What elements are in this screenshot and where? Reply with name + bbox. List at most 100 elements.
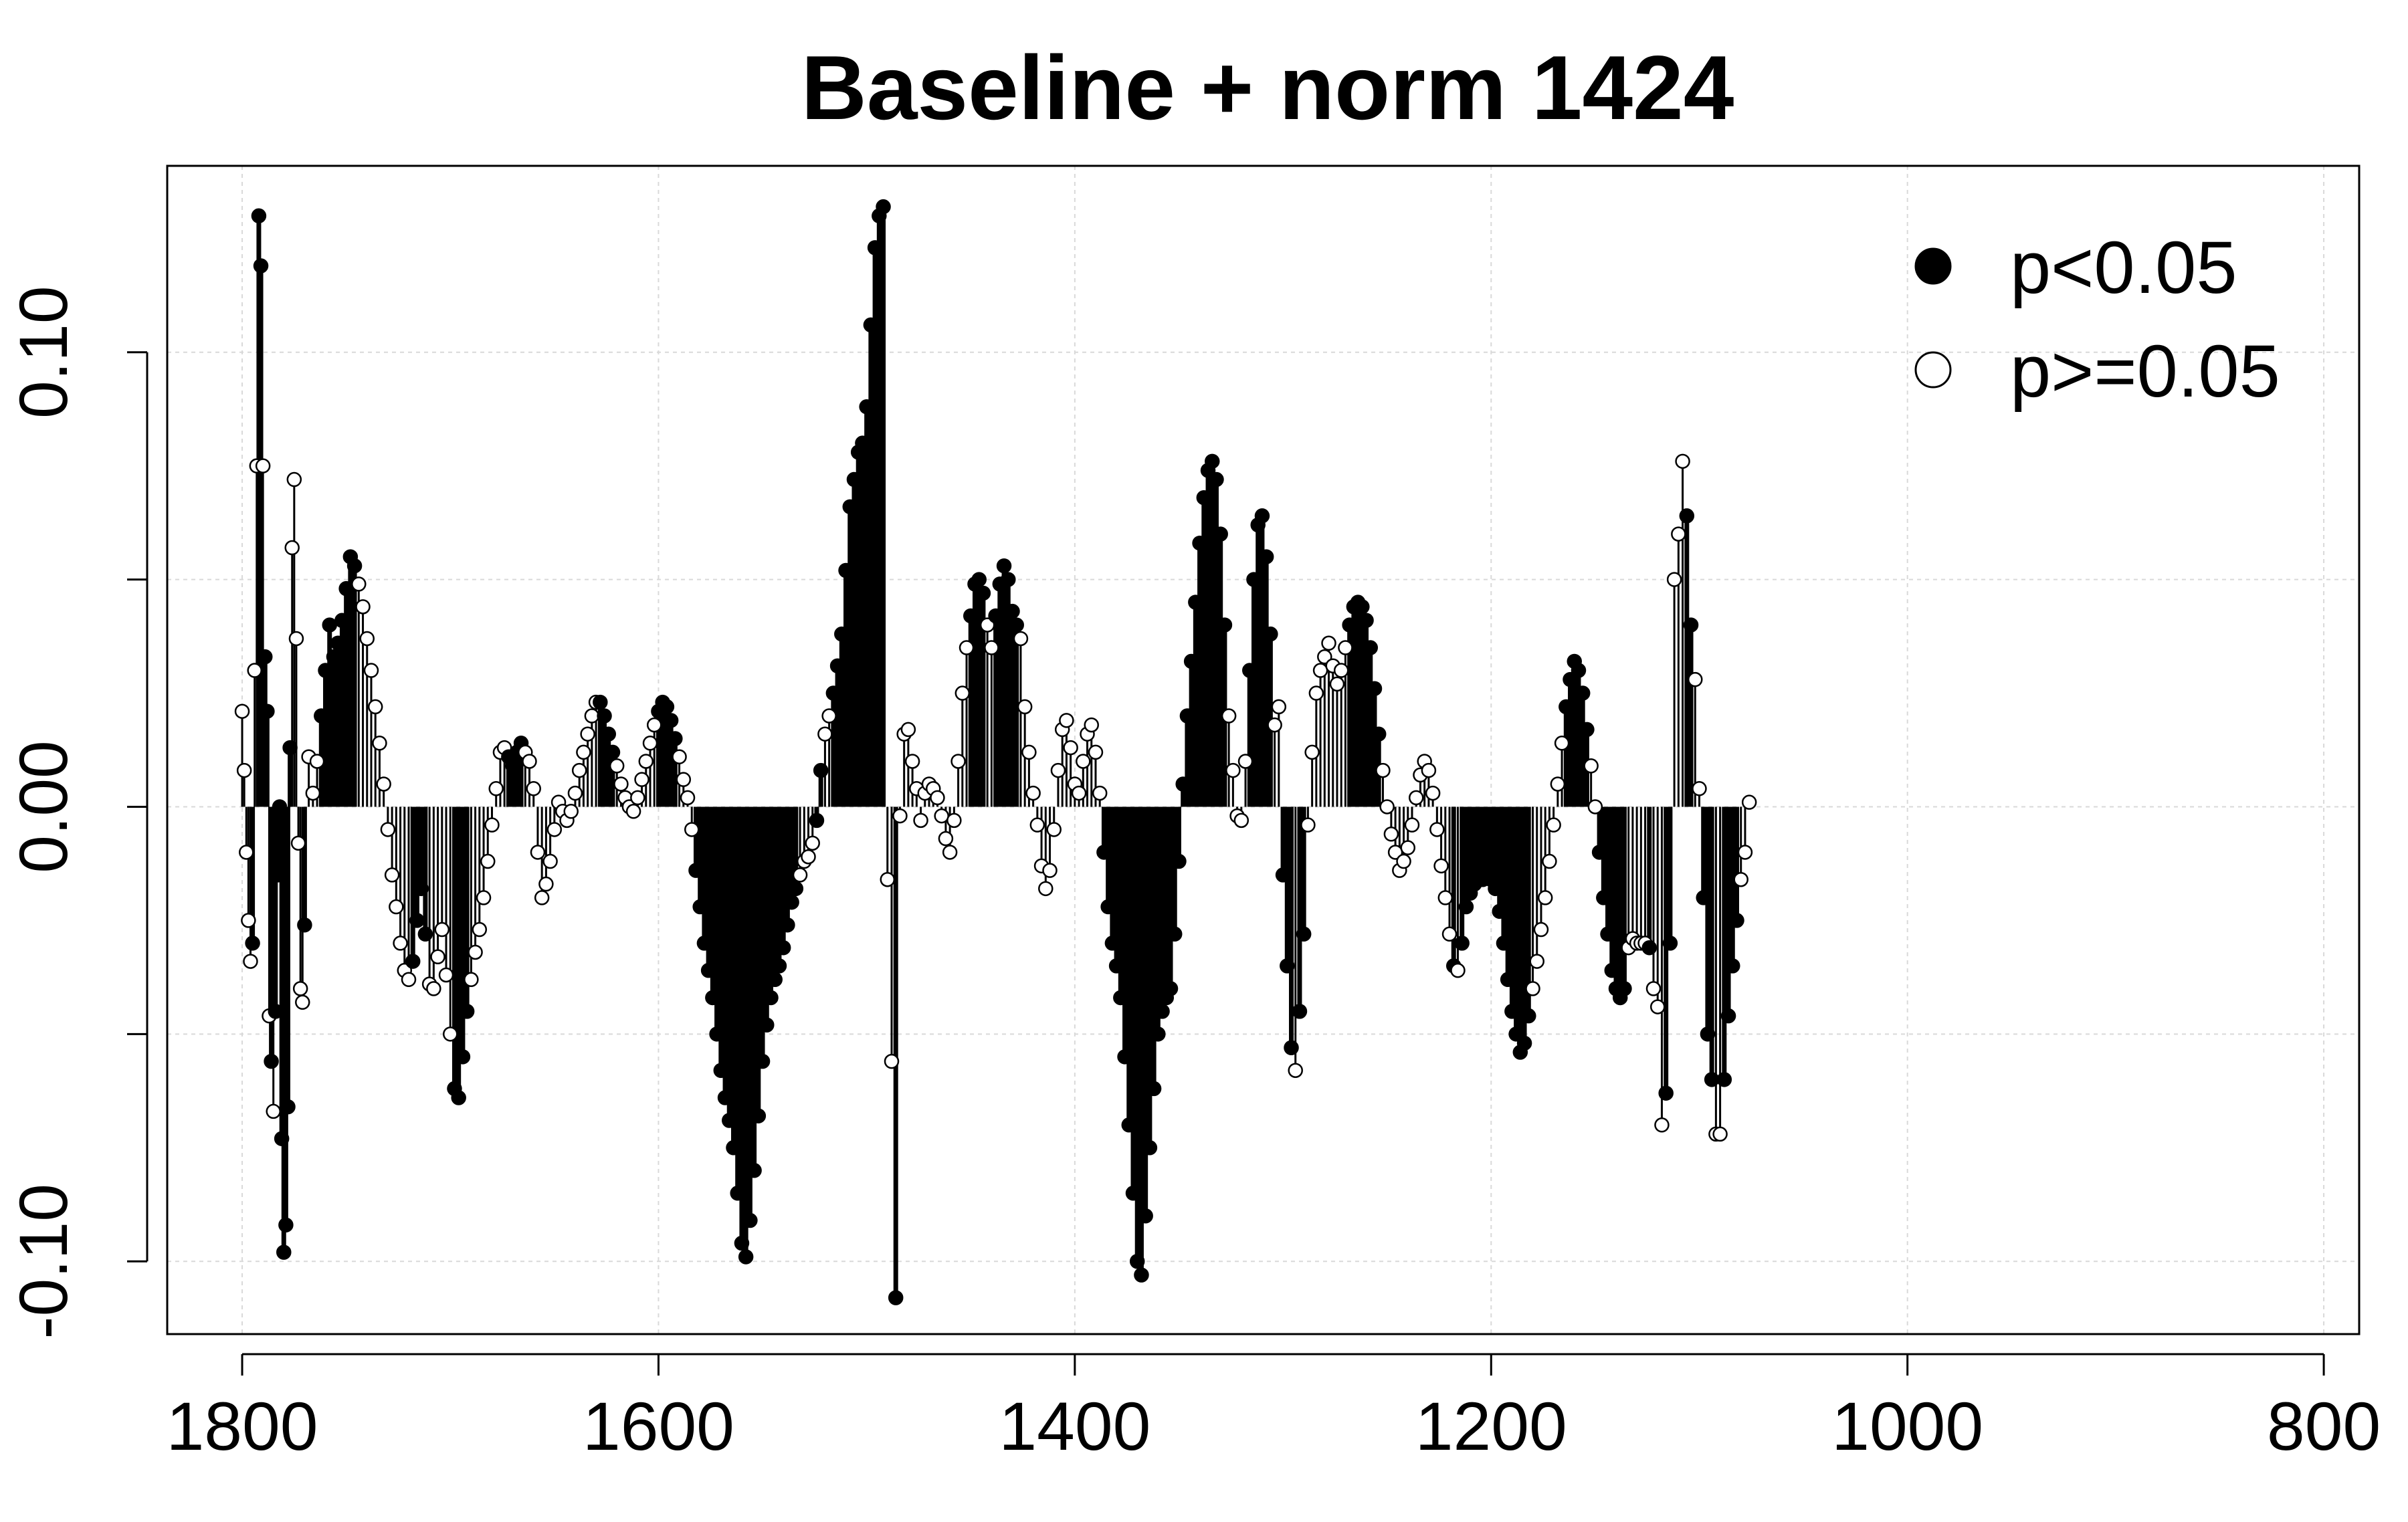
data-point-nonsignificant xyxy=(1338,640,1353,655)
data-point-significant xyxy=(722,1113,737,1128)
data-point-significant xyxy=(417,926,433,942)
data-point-significant xyxy=(605,744,621,760)
x-axis: 1800 1600 1400 1200 1000 800 xyxy=(167,1353,2381,1464)
data-point-nonsignificant xyxy=(1654,1117,1670,1133)
data-point-nonsignificant xyxy=(1267,717,1282,733)
data-point-nonsignificant xyxy=(580,726,595,742)
data-point-significant xyxy=(1196,490,1212,506)
data-point-nonsignificant xyxy=(1441,926,1458,942)
data-point-significant xyxy=(1683,617,1699,633)
data-point-nonsignificant xyxy=(942,845,958,860)
data-point-nonsignificant xyxy=(247,663,262,678)
data-point-nonsignificant xyxy=(1437,890,1453,905)
data-point-significant xyxy=(1521,1008,1536,1024)
data-point-nonsignificant xyxy=(1421,762,1437,778)
data-point-significant xyxy=(767,972,783,988)
data-point-significant xyxy=(688,863,704,878)
data-point-nonsignificant xyxy=(613,776,629,792)
data-point-nonsignificant xyxy=(526,781,541,796)
data-point-significant xyxy=(1371,726,1387,742)
data-point-nonsignificant xyxy=(442,1026,458,1042)
data-point-significant xyxy=(505,758,520,774)
data-point-nonsignificant xyxy=(488,781,504,796)
data-point-nonsignificant xyxy=(634,772,649,787)
data-point-nonsignificant xyxy=(522,754,537,769)
y-tick-label: 0.10 xyxy=(5,286,82,419)
data-point-nonsignificant xyxy=(380,822,396,837)
data-point-significant xyxy=(809,812,825,829)
data-point-significant xyxy=(1217,617,1233,633)
data-point-nonsignificant xyxy=(1379,799,1395,814)
data-point-nonsignificant xyxy=(1092,785,1108,801)
data-point-nonsignificant xyxy=(913,812,928,829)
data-point-significant xyxy=(268,1004,284,1019)
data-point-significant xyxy=(1213,526,1228,542)
data-point-significant xyxy=(746,1163,762,1178)
data-point-significant xyxy=(253,258,269,274)
data-point-significant xyxy=(601,726,617,742)
data-point-nonsignificant xyxy=(534,890,550,905)
data-point-nonsignificant xyxy=(984,640,999,655)
data-point-significant xyxy=(1163,981,1179,996)
data-point-significant xyxy=(780,917,795,933)
data-point-significant xyxy=(1246,572,1262,587)
data-point-nonsignificant xyxy=(480,853,496,869)
data-point-significant xyxy=(270,867,286,883)
data-point-nonsignificant xyxy=(255,458,271,473)
data-point-significant xyxy=(1571,663,1587,678)
data-point-nonsignificant xyxy=(401,972,417,988)
data-point-significant xyxy=(859,399,874,415)
data-point-nonsignificant xyxy=(1312,663,1328,678)
data-point-significant xyxy=(1121,1117,1137,1133)
data-point-significant xyxy=(1500,972,1516,988)
data-point-nonsignificant xyxy=(955,685,971,701)
data-point-nonsignificant xyxy=(1237,754,1253,769)
data-point-significant xyxy=(709,1026,724,1042)
data-point-significant xyxy=(326,649,342,665)
data-point-significant xyxy=(1658,1085,1674,1101)
data-point-nonsignificant xyxy=(959,640,975,655)
data-point-significant xyxy=(1108,958,1124,974)
data-point-significant xyxy=(1363,640,1379,655)
data-point-nonsignificant xyxy=(1308,685,1324,701)
data-point-nonsignificant xyxy=(284,540,300,556)
grid xyxy=(167,166,2359,1334)
data-point-significant xyxy=(842,499,858,515)
data-point-nonsignificant xyxy=(646,717,662,733)
plot-frame xyxy=(166,165,2361,1335)
data-point-nonsignificant xyxy=(1583,758,1599,774)
data-point-significant xyxy=(696,936,712,951)
data-point-nonsignificant xyxy=(1021,744,1037,760)
data-point-nonsignificant xyxy=(638,754,654,769)
data-point-significant xyxy=(1296,926,1312,942)
data-point-nonsignificant xyxy=(1017,699,1033,715)
data-point-nonsignificant xyxy=(1025,785,1041,801)
data-point-nonsignificant xyxy=(1059,713,1074,728)
data-point-nonsignificant xyxy=(241,913,256,928)
data-point-nonsignificant xyxy=(1300,817,1316,833)
data-point-significant xyxy=(784,894,799,910)
data-point-significant xyxy=(1488,881,1503,897)
data-point-significant xyxy=(1280,958,1295,974)
data-point-significant xyxy=(813,762,829,778)
data-point-significant xyxy=(867,240,883,255)
data-point-significant xyxy=(1700,1026,1716,1042)
data-point-significant xyxy=(742,1212,758,1228)
data-point-significant xyxy=(1579,722,1595,738)
data-point-nonsignificant xyxy=(286,471,302,487)
data-point-nonsignificant xyxy=(563,804,579,819)
data-point-nonsignificant xyxy=(1383,827,1399,842)
data-point-nonsignificant xyxy=(1649,999,1666,1014)
data-point-significant xyxy=(700,962,716,978)
data-point-nonsignificant xyxy=(1042,863,1058,878)
data-point-significant xyxy=(692,899,708,915)
data-point-significant xyxy=(888,1290,904,1305)
data-point-significant xyxy=(1188,594,1203,610)
data-point-significant xyxy=(988,608,1003,624)
data-point-significant xyxy=(1591,845,1607,860)
y-tick-label: -0.10 xyxy=(5,1184,82,1339)
data-point-nonsignificant xyxy=(1221,708,1237,724)
data-point-nonsignificant xyxy=(426,981,441,996)
data-point-nonsignificant xyxy=(355,599,371,615)
data-point-nonsignificant xyxy=(484,817,500,833)
